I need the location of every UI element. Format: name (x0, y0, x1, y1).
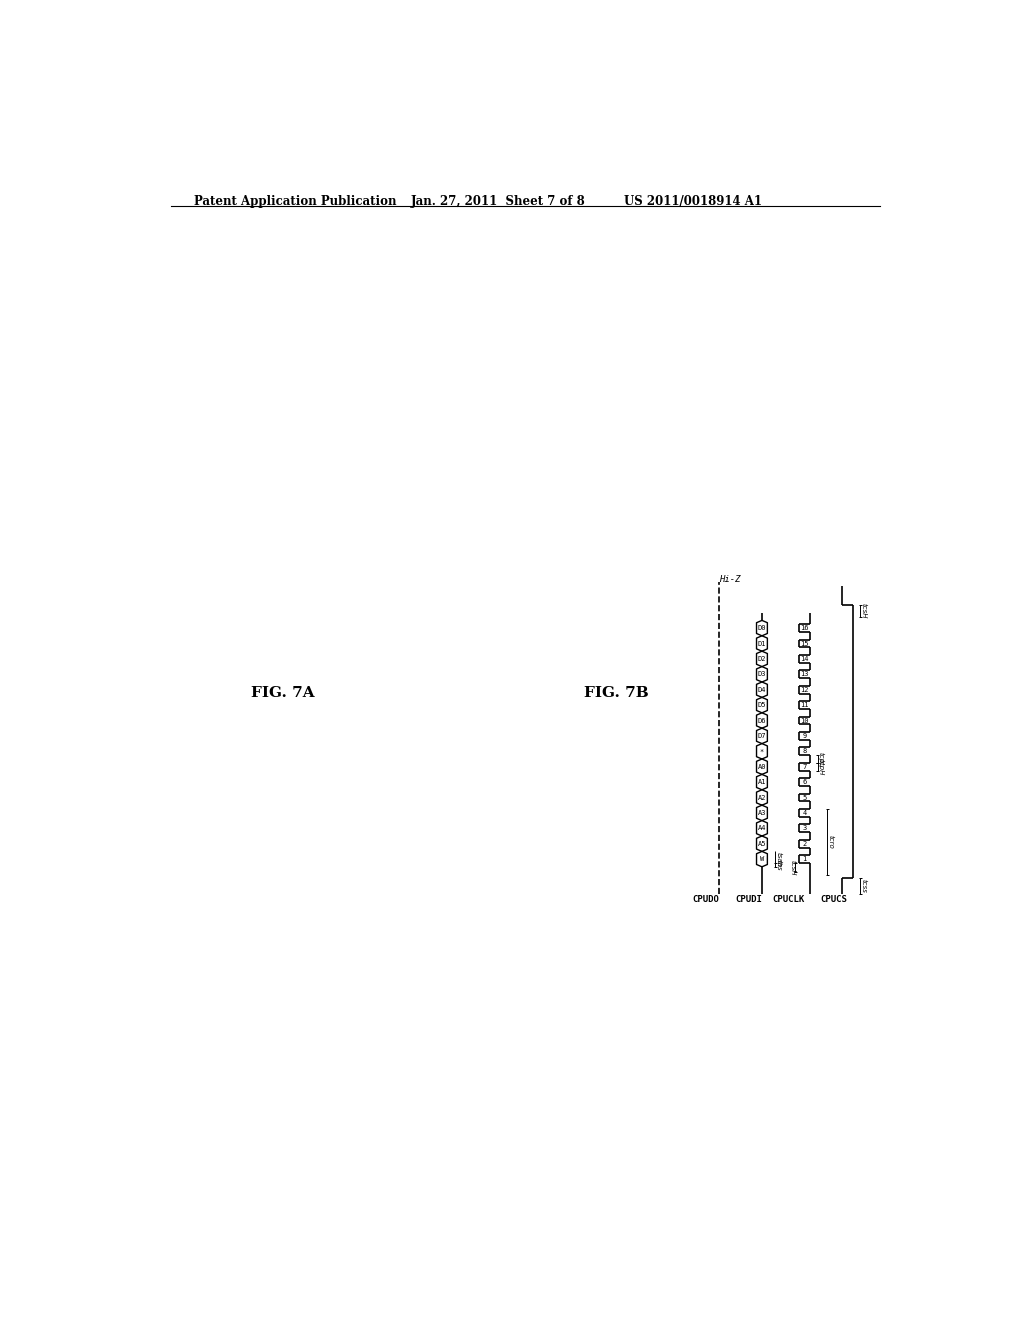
Text: 6: 6 (803, 779, 807, 785)
Text: D7: D7 (758, 733, 766, 739)
Text: D5: D5 (758, 702, 766, 708)
Text: Hi-Z: Hi-Z (719, 576, 740, 583)
Text: 15: 15 (801, 640, 809, 647)
Text: D3: D3 (758, 672, 766, 677)
Text: 5: 5 (803, 795, 807, 800)
Text: tcpL: tcpL (818, 751, 824, 767)
Text: FIG. 7B: FIG. 7B (584, 686, 648, 700)
Text: 4: 4 (803, 810, 807, 816)
Text: A1: A1 (758, 779, 766, 785)
Text: 3: 3 (803, 825, 807, 832)
Text: tcsH: tcsH (860, 603, 866, 619)
Text: 14: 14 (801, 656, 809, 661)
Text: D2: D2 (758, 656, 766, 661)
Text: D4: D4 (758, 686, 766, 693)
Text: tsah: tsah (775, 851, 781, 867)
Text: 2: 2 (803, 841, 807, 846)
Text: Jan. 27, 2011  Sheet 7 of 8: Jan. 27, 2011 Sheet 7 of 8 (411, 195, 586, 209)
Text: Patent Application Publication: Patent Application Publication (194, 195, 396, 209)
Text: 7: 7 (803, 764, 807, 770)
Text: 11: 11 (801, 702, 809, 708)
Text: CPUDI: CPUDI (735, 895, 762, 904)
Text: A0: A0 (758, 764, 766, 770)
Text: *: * (760, 748, 764, 754)
Text: tcpH: tcpH (818, 759, 824, 775)
Text: tcsH: tcsH (790, 859, 796, 875)
Text: FIG. 7A: FIG. 7A (251, 686, 314, 700)
Text: tas: tas (775, 859, 781, 870)
Text: 16: 16 (801, 626, 809, 631)
Text: D0: D0 (758, 626, 766, 631)
Text: 10: 10 (801, 718, 809, 723)
Text: 12: 12 (801, 686, 809, 693)
Text: A2: A2 (758, 795, 766, 800)
Text: A3: A3 (758, 810, 766, 816)
Text: D1: D1 (758, 640, 766, 647)
Text: tcro: tcro (827, 836, 834, 849)
Text: 8: 8 (803, 748, 807, 754)
Text: CPUCLK: CPUCLK (772, 895, 805, 904)
Text: 9: 9 (803, 733, 807, 739)
Text: A5: A5 (758, 841, 766, 846)
Text: 1: 1 (803, 857, 807, 862)
Text: CPUCS: CPUCS (820, 895, 847, 904)
Text: D6: D6 (758, 718, 766, 723)
Text: 13: 13 (801, 672, 809, 677)
Text: W: W (760, 857, 764, 862)
Text: A4: A4 (758, 825, 766, 832)
Text: US 2011/0018914 A1: US 2011/0018914 A1 (624, 195, 762, 209)
Text: CPUDO: CPUDO (692, 895, 719, 904)
Text: tcss: tcss (860, 879, 866, 894)
